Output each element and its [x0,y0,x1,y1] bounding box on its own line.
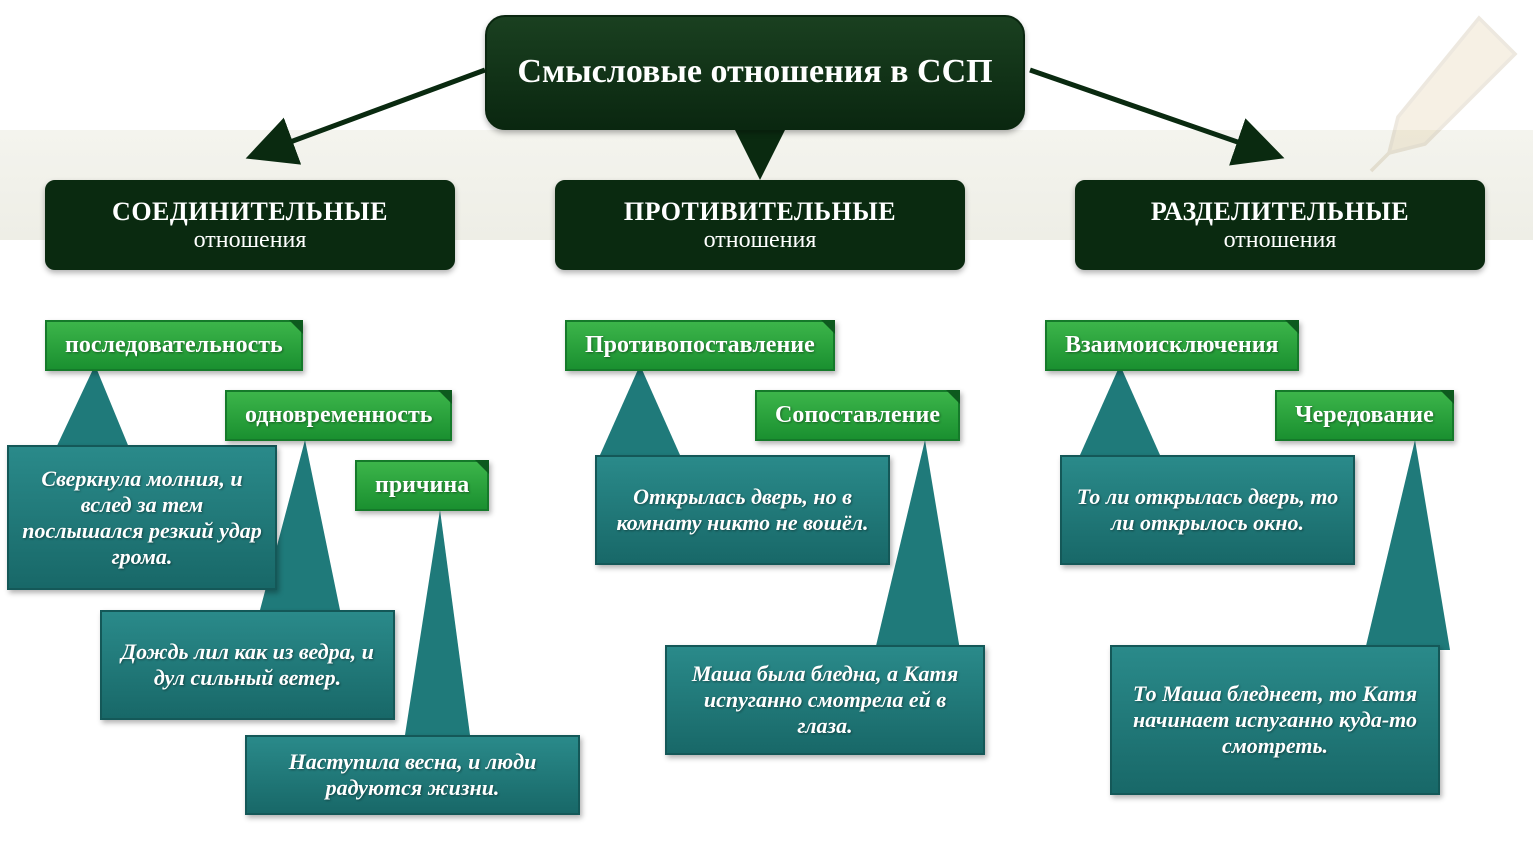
category-box-2: ПРОТИВИТЕЛЬНЫЕ отношения [555,180,965,270]
callout-col1-2: Дождь лил как из ведра, и дул сильный ве… [100,610,395,720]
callout-col3-1: То ли открылась дверь, то ли открылось о… [1060,455,1355,565]
callout-col2-2: Маша была бледна, а Катя испуганно смотр… [665,645,985,755]
category-box-3: РАЗДЕЛИТЕЛЬНЫЕ отношения [1075,180,1485,270]
category-1-main: СОЕДИНИТЕЛЬНЫЕ [112,197,388,227]
callout-col1-1: Сверкнула молния, и вслед за тем послыша… [7,445,277,590]
arrow-center [730,128,790,183]
tag-col1-2: одновременность [225,390,452,441]
arrow-right [1020,55,1300,175]
tag-col3-1: Взаимоисключения [1045,320,1299,371]
tag-col1-1: последовательность [45,320,303,371]
callout-tail-c1-3 [390,510,480,740]
category-box-1: СОЕДИНИТЕЛЬНЫЕ отношения [45,180,455,270]
callout-tail-c1-1 [50,365,150,455]
callout-col2-1: Открылась дверь, но в комнату никто не в… [595,455,890,565]
callout-tail-c3-2 [1345,440,1465,655]
category-2-sub: отношения [704,227,817,254]
pen-decoration-icon [1353,0,1533,180]
main-title: Смысловые отношения в ССП [485,15,1025,130]
tag-col1-3: причина [355,460,489,511]
tag-col3-2: Чередование [1275,390,1454,441]
category-3-main: РАЗДЕЛИТЕЛЬНЫЕ [1151,197,1409,227]
category-3-sub: отношения [1224,227,1337,254]
tag-col2-1: Противопоставление [565,320,835,371]
category-1-sub: отношения [194,227,307,254]
arrow-left [230,55,490,175]
tag-col2-2: Сопоставление [755,390,960,441]
callout-tail-c3-1 [1070,365,1180,460]
main-title-text: Смысловые отношения в ССП [517,50,992,94]
callout-col1-3: Наступила весна, и люди радуются жизни. [245,735,580,815]
callout-tail-c2-1 [590,365,700,460]
callout-col3-2: То Маша бледнеет, то Катя начинает испуг… [1110,645,1440,795]
category-2-main: ПРОТИВИТЕЛЬНЫЕ [624,197,896,227]
